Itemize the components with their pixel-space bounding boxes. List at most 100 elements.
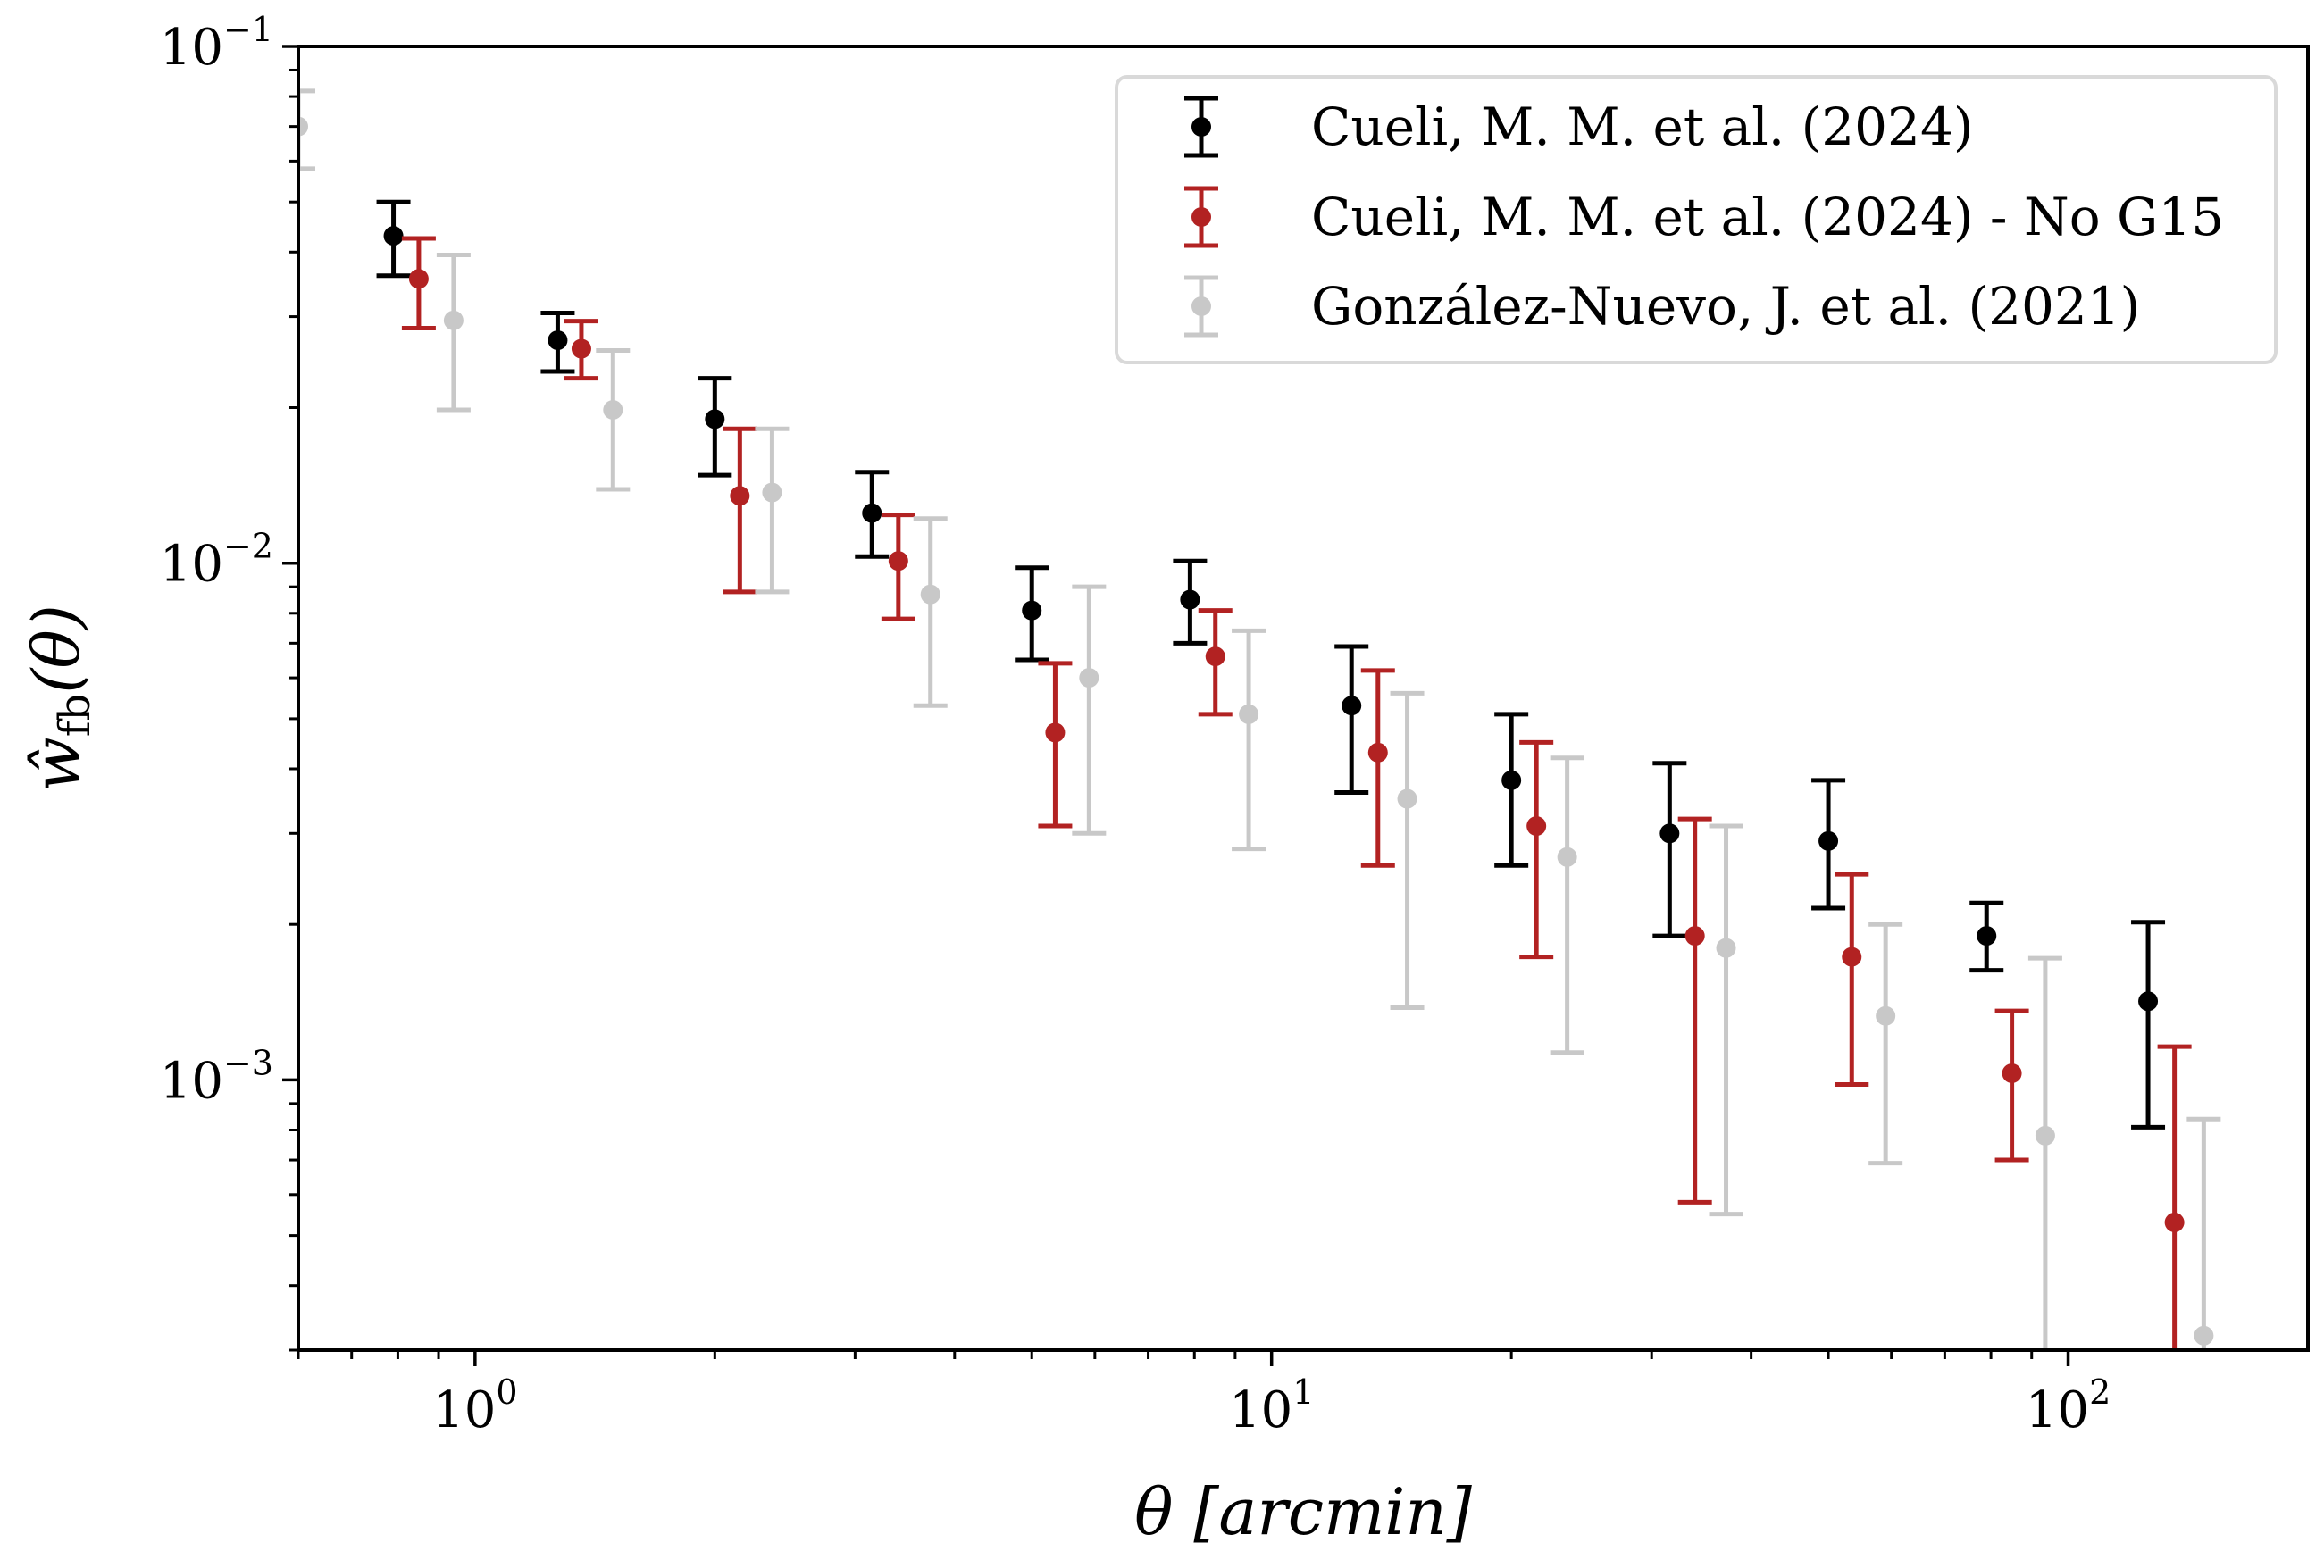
data-point	[1360, 668, 1395, 868]
marker	[1977, 926, 1997, 947]
data-point	[1198, 608, 1233, 717]
legend-label: González-Nuevo, J. et al. (2021)	[1311, 276, 2140, 337]
marker	[548, 330, 568, 351]
marker	[1818, 830, 1839, 851]
data-point	[1072, 584, 1107, 836]
marker	[298, 116, 308, 137]
data-point	[1652, 761, 1687, 938]
y-axis-label-arg: (θ)	[19, 605, 94, 694]
data-point	[1390, 690, 1425, 1010]
data-point	[401, 236, 436, 330]
data-point	[1015, 565, 1049, 663]
x-tick-label: 101	[1229, 1372, 1314, 1439]
marker	[1367, 742, 1388, 763]
marker	[1397, 788, 1417, 809]
data-point	[1519, 739, 1554, 960]
marker	[888, 551, 908, 571]
marker	[443, 310, 464, 330]
marker	[730, 486, 750, 506]
data-point	[596, 347, 631, 492]
svg-text:ŵfb(θ): ŵfb(θ)	[19, 605, 100, 792]
marker	[1684, 926, 1705, 947]
legend-entry-1: Cueli, M. M. et al. (2024)	[1184, 96, 1973, 158]
data-point	[1994, 1008, 2029, 1163]
marker	[2164, 1212, 2185, 1232]
y-tick-label: 10−2	[160, 527, 273, 594]
marker	[383, 226, 404, 246]
series-2	[401, 236, 2192, 1350]
marker	[762, 482, 782, 503]
data-point	[1868, 922, 1903, 1166]
marker	[1716, 938, 1736, 958]
marker	[920, 584, 940, 605]
marker	[603, 400, 623, 421]
x-tick-label: 100	[432, 1372, 517, 1439]
marker	[1557, 847, 1577, 867]
marker	[1526, 816, 1547, 837]
data-point	[1550, 755, 1584, 1055]
legend-entry-2: Cueli, M. M. et al. (2024) - No G15	[1184, 186, 2224, 248]
marker	[1045, 722, 1066, 743]
data-point	[1709, 823, 1743, 1217]
marker	[1180, 589, 1200, 610]
data-point	[723, 426, 757, 595]
data-point	[1334, 644, 1369, 795]
marker	[705, 409, 725, 430]
legend-label: Cueli, M. M. et al. (2024) - No G15	[1311, 187, 2224, 247]
data-point	[2131, 920, 2166, 1130]
data-point	[2027, 955, 2062, 1350]
marker	[1079, 668, 1099, 688]
data-point	[1494, 712, 1529, 868]
series-3	[298, 88, 2221, 1350]
legend-symbol-marker	[1191, 296, 1211, 316]
marker	[1659, 823, 1680, 844]
data-point	[1969, 900, 2004, 973]
data-point	[855, 470, 890, 559]
marker	[1022, 600, 1042, 621]
data-point	[564, 319, 598, 381]
data-point	[913, 516, 948, 708]
legend-label: Cueli, M. M. et al. (2024)	[1311, 96, 1973, 157]
marker	[1501, 770, 1522, 790]
marker	[1239, 704, 1259, 724]
marker	[1876, 1005, 1896, 1026]
legend-box	[1115, 75, 2278, 364]
plot-area-frame	[297, 45, 2310, 1352]
data-point	[755, 426, 790, 595]
data-point	[2186, 1116, 2221, 1350]
marker	[1342, 696, 1362, 716]
y-axis-label-base: ŵ	[19, 737, 94, 792]
data-point	[1811, 778, 1846, 911]
legend-entry-3: González-Nuevo, J. et al. (2021)	[1184, 275, 2140, 338]
x-axis-label: θ [arcmin]	[1134, 1474, 1473, 1549]
marker	[2035, 1125, 2055, 1146]
y-axis-label: ŵfb(θ)	[19, 605, 100, 792]
data-point	[540, 310, 575, 374]
data-point	[881, 513, 915, 621]
marker	[862, 503, 882, 523]
marker	[2002, 1063, 2022, 1083]
y-tick-label: 10−3	[160, 1043, 273, 1110]
marker	[408, 269, 429, 289]
marker	[1842, 947, 1862, 967]
data-point	[298, 88, 315, 171]
data-point	[1835, 872, 1869, 1087]
data-point	[436, 252, 471, 413]
data-point	[1677, 816, 1712, 1205]
data-point	[698, 376, 732, 478]
marker	[571, 338, 591, 359]
marker	[2194, 1325, 2214, 1346]
data-point	[1173, 558, 1208, 646]
x-tick-label: 102	[2026, 1372, 2111, 1439]
legend-symbol-marker	[1191, 207, 1211, 227]
data-point	[1038, 661, 1073, 829]
y-tick-label: 10−1	[160, 10, 273, 77]
series-layer	[298, 88, 2221, 1350]
y-axis-label-sub: fb	[50, 694, 100, 738]
data-point	[1232, 628, 1266, 852]
legend: Cueli, M. M. et al. (2024) Cueli, M. M. e…	[1115, 75, 2278, 364]
data-point	[2157, 1044, 2192, 1350]
data-point	[376, 199, 411, 279]
legend-symbol-marker	[1191, 117, 1211, 137]
